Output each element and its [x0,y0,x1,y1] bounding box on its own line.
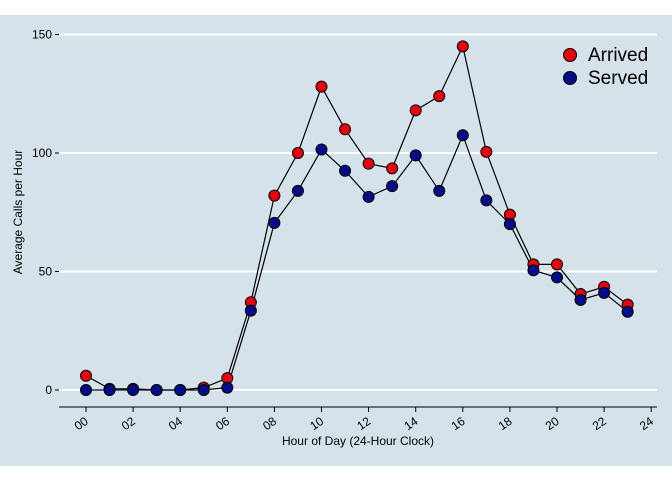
data-point-served [315,143,328,156]
data-point-arrived [339,123,352,136]
y-tick-label: 100 [32,146,52,160]
data-point-served [527,264,540,277]
data-point-served [174,384,187,396]
data-point-served [244,304,257,317]
data-point-served [291,184,304,197]
data-point-served [409,149,422,162]
data-point-arrived [362,157,375,170]
data-point-served [551,271,563,284]
series [80,40,634,396]
data-point-served [197,384,210,396]
data-point-served [480,194,493,207]
data-point-served [103,384,116,396]
data-point-arrived [456,40,469,53]
y-tick-label: 0 [45,383,52,397]
data-point-served [574,293,587,306]
y-axis-label: Average Calls per Hour [11,150,25,275]
y-tick-label: 150 [32,28,52,42]
legend-marker-arrived [563,48,577,62]
data-point-served [127,384,140,396]
x-axis-label: Hour of Day (24-Hour Clock) [282,434,434,448]
data-point-arrived [551,258,563,271]
data-point-arrived [433,90,446,103]
data-point-served [150,384,163,396]
data-point-served [503,218,516,231]
data-point-served [621,305,634,318]
legend-label-served: Served [588,68,648,89]
y-tick-label: 50 [39,265,53,279]
data-point-arrived [80,369,92,382]
data-point-served [433,184,446,197]
data-point-arrived [315,80,328,93]
data-point-arrived [409,104,422,117]
legend-marker-served [563,71,577,85]
data-point-arrived [480,145,493,158]
data-point-served [339,164,352,177]
data-point-arrived [386,162,399,175]
data-point-served [80,384,92,396]
data-point-served [598,286,611,299]
data-point-served [221,381,234,394]
data-point-served [362,190,375,203]
data-point-arrived [268,189,281,202]
legend-label-arrived: Arrived [588,45,648,66]
data-point-served [386,180,399,193]
data-point-served [268,216,281,229]
data-point-arrived [291,147,304,159]
data-point-served [456,129,469,142]
